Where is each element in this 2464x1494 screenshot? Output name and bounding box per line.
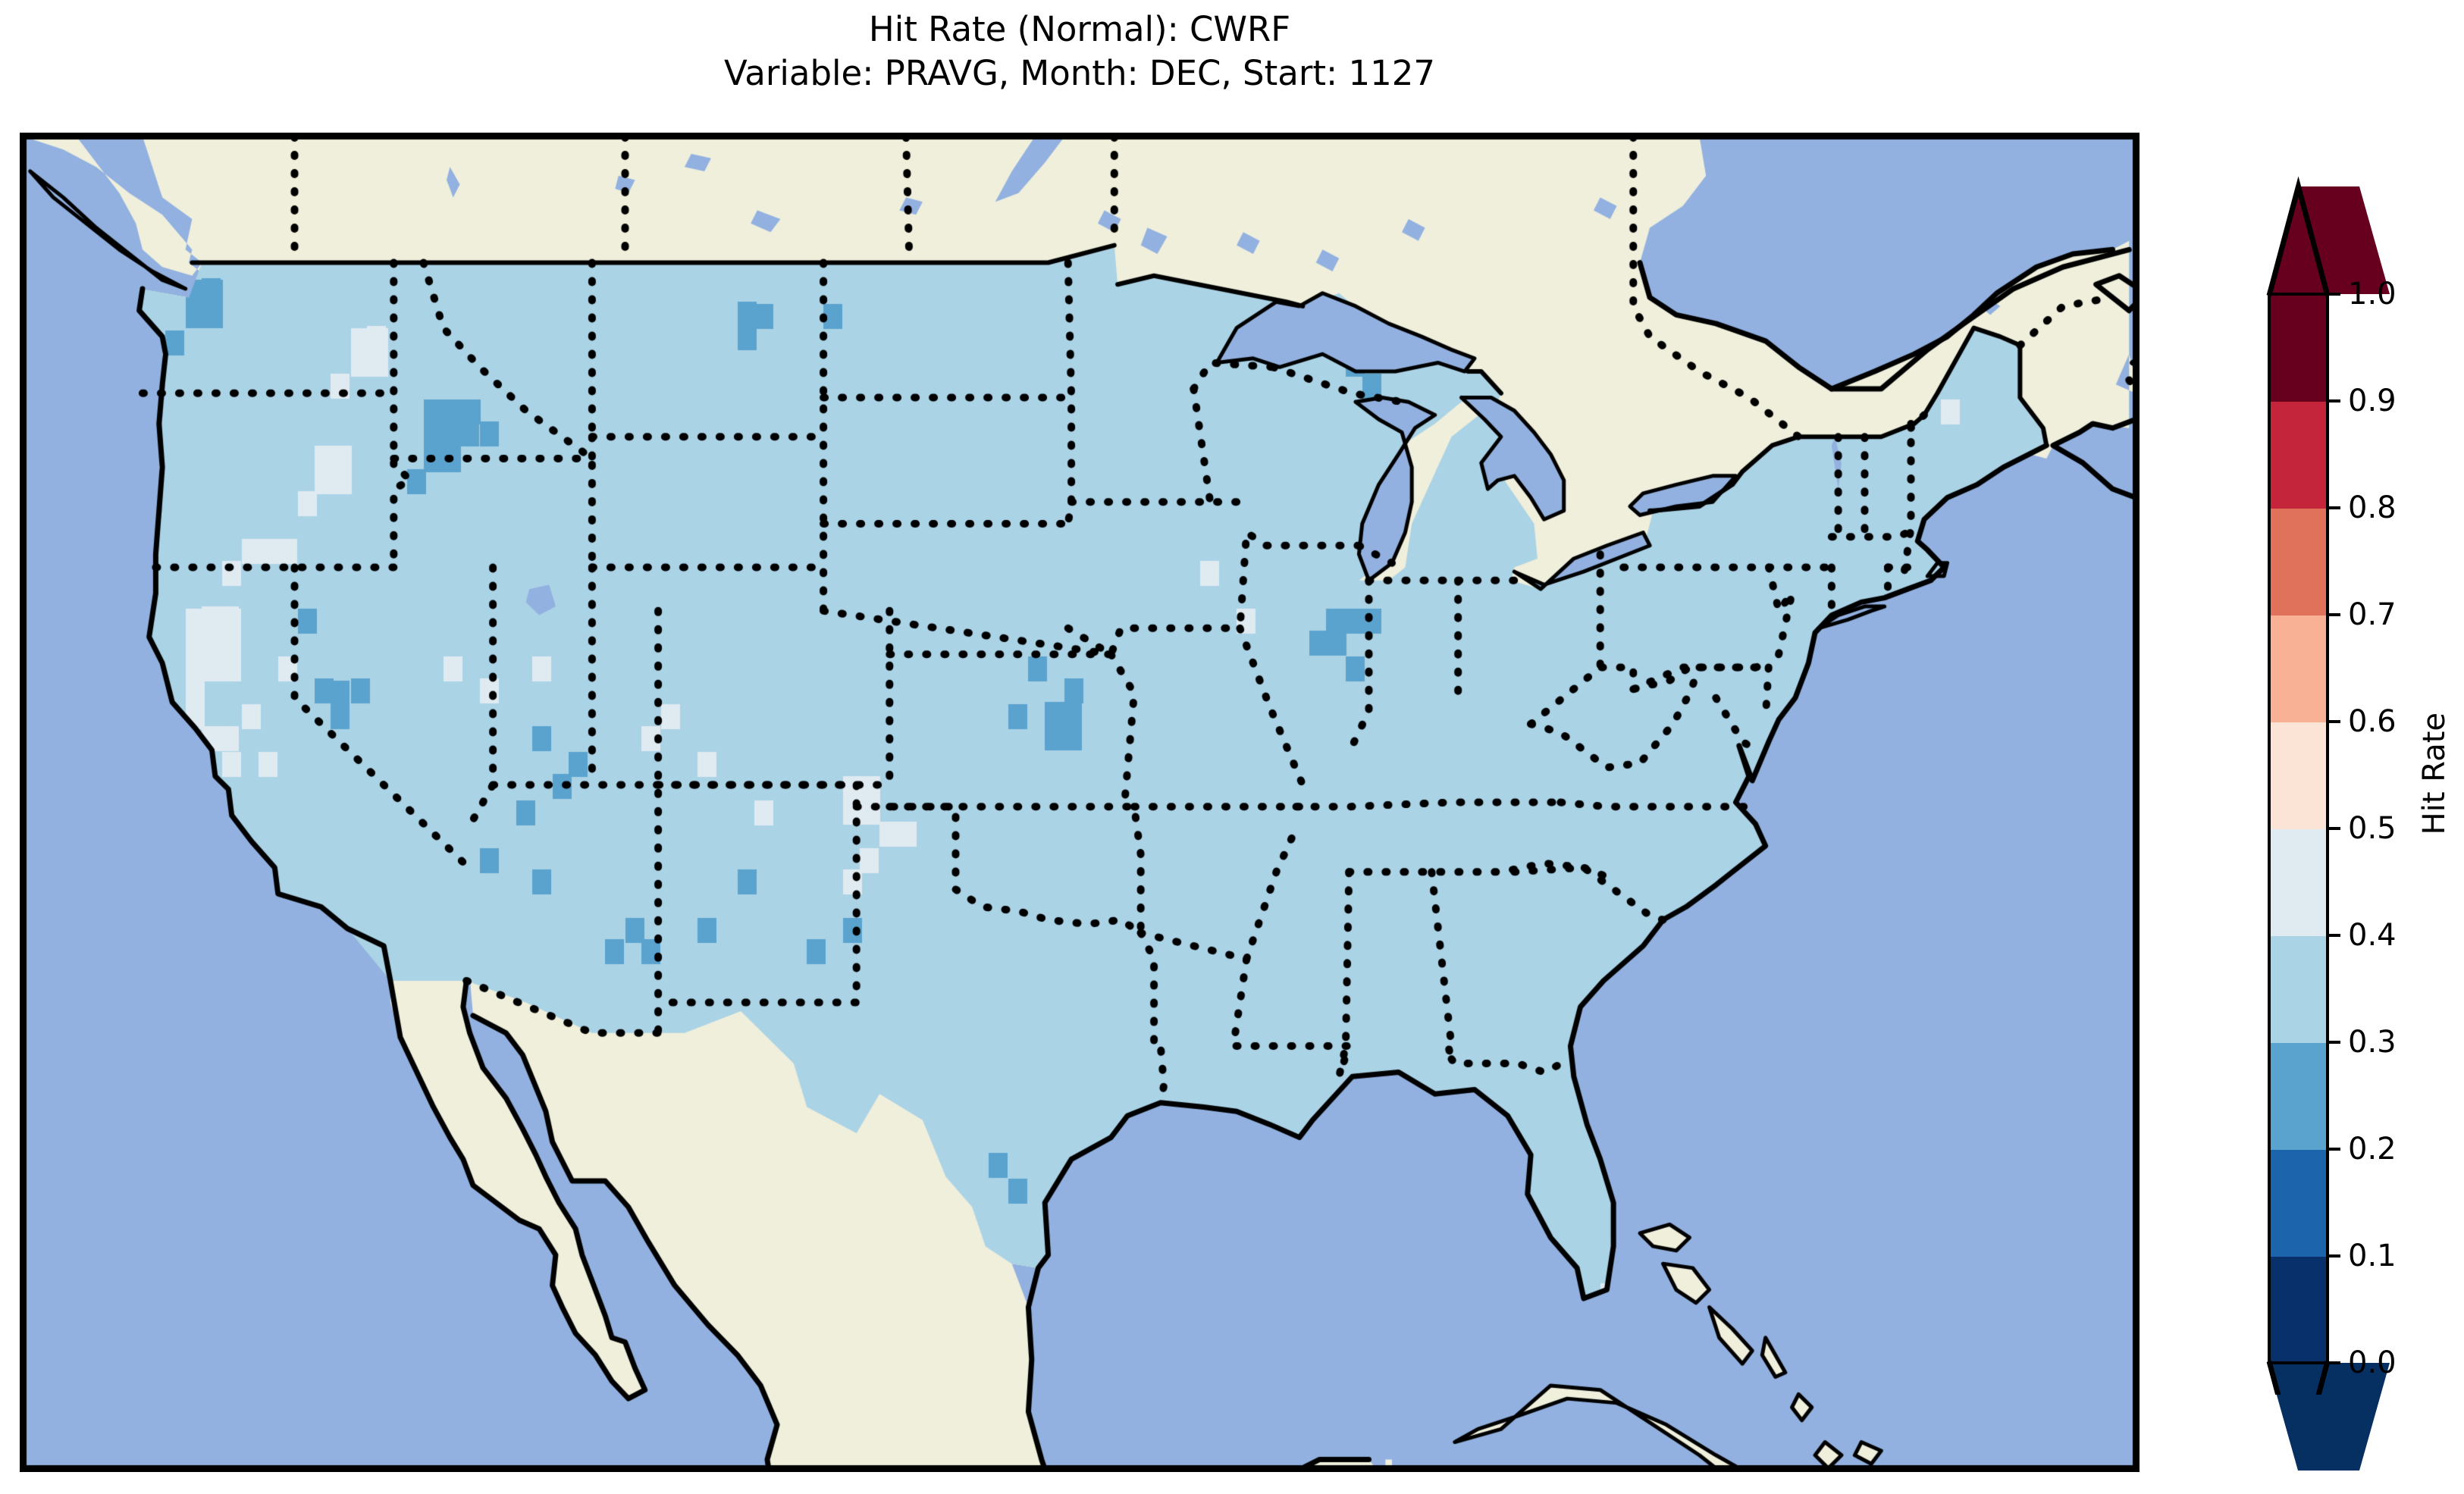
colorbar-band [2269, 1042, 2328, 1150]
colorbar-tick [2328, 399, 2340, 402]
colorbar-tick-label: 0.3 [2348, 1025, 2397, 1060]
colorbar-tick [2328, 506, 2340, 509]
colorbar-tick-label: 0.6 [2348, 704, 2397, 739]
colorbar-band [2269, 508, 2328, 615]
hit-rate-map [24, 136, 2136, 1468]
colorbar-tick-label: 0.4 [2348, 918, 2397, 953]
colorbar-tick-label: 0.0 [2348, 1345, 2397, 1380]
colorbar-tick [2328, 613, 2340, 616]
colorbar: 0.0 0.1 0.2 0.3 0.4 0.5 0.6 0.7 0.8 0.9 1.0 Hit Ra… [2244, 106, 2464, 1471]
colorbar-tick-label: 0.1 [2348, 1239, 2397, 1273]
colorbar-tick-label: 0.9 [2348, 384, 2397, 418]
colorbar-axis-label: Hit Rate [2417, 713, 2452, 835]
colorbar-band [2269, 615, 2328, 722]
colorbar-tick [2328, 1148, 2340, 1151]
colorbar-tick-label: 0.5 [2348, 811, 2397, 846]
colorbar-band [2269, 828, 2328, 936]
title-line-1: Hit Rate (Normal): CWRF [868, 9, 1291, 49]
colorbar-tick [2328, 1041, 2340, 1044]
colorbar-tick [2328, 1361, 2340, 1364]
colorbar-band [2269, 1149, 2328, 1257]
colorbar-tick [2328, 1254, 2340, 1258]
colorbar-band [2269, 935, 2328, 1043]
page-title: Hit Rate (Normal): CWRF Variable: PRAVG,… [0, 8, 2159, 96]
colorbar-band [2269, 401, 2328, 509]
colorbar-band [2269, 722, 2328, 829]
colorbar-tick-label: 1.0 [2348, 277, 2397, 312]
title-line-2: Variable: PRAVG, Month: DEC, Start: 1127 [724, 53, 1435, 93]
colorbar-tick-label: 0.7 [2348, 597, 2397, 632]
colorbar-tick [2328, 293, 2340, 296]
colorbar-tick [2328, 934, 2340, 937]
colorbar-tick-label: 0.2 [2348, 1132, 2397, 1167]
colorbar-band [2269, 1256, 2328, 1364]
colorbar-tick [2328, 720, 2340, 723]
colorbar-bands [2269, 294, 2328, 1364]
colorbar-tick-label: 0.8 [2348, 490, 2397, 525]
colorbar-band [2269, 294, 2328, 402]
colorbar-tick [2328, 827, 2340, 830]
map-panel [20, 133, 2140, 1472]
